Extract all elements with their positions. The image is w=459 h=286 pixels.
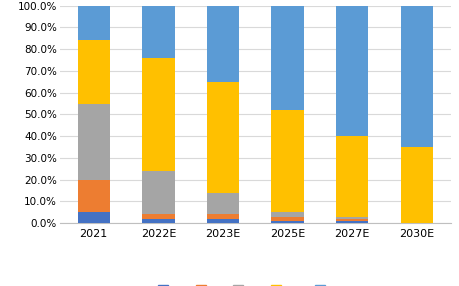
Bar	[400, 147, 432, 223]
Bar	[271, 221, 303, 223]
Bar	[207, 82, 239, 193]
Bar	[271, 217, 303, 221]
Bar	[336, 6, 368, 136]
Bar	[142, 58, 174, 171]
Legend: M2, G1, M6, M10, G12: M2, G1, M6, M10, G12	[153, 281, 356, 286]
Bar	[78, 212, 110, 223]
Bar	[207, 6, 239, 82]
Bar	[142, 219, 174, 223]
Bar	[271, 212, 303, 217]
Bar	[142, 171, 174, 214]
Bar	[336, 217, 368, 219]
Bar	[142, 214, 174, 219]
Bar	[400, 6, 432, 147]
Bar	[336, 219, 368, 221]
Bar	[336, 221, 368, 223]
Bar	[207, 193, 239, 214]
Bar	[336, 136, 368, 217]
Bar	[271, 6, 303, 110]
Bar	[271, 110, 303, 212]
Bar	[78, 104, 110, 180]
Bar	[78, 6, 110, 41]
Bar	[207, 219, 239, 223]
Bar	[142, 6, 174, 58]
Bar	[78, 180, 110, 212]
Bar	[78, 41, 110, 104]
Bar	[207, 214, 239, 219]
